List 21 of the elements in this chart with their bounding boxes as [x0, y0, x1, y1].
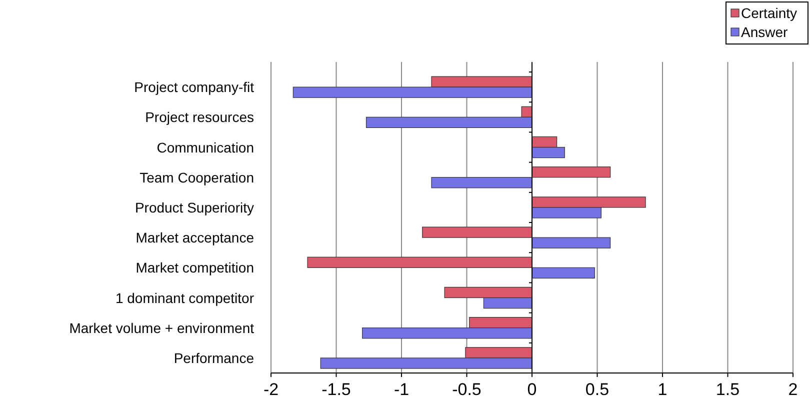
y-tick-label: Performance [174, 350, 254, 366]
y-tick-label: Project resources [145, 109, 254, 126]
x-tick-label: 2 [788, 380, 798, 399]
legend-label: Certainty [741, 5, 798, 21]
x-tick-label: 1 [658, 380, 668, 399]
y-tick-label: Market volume + environment [69, 320, 254, 336]
y-tick-label: Project company-fit [134, 79, 254, 96]
y-tick-label: Product Superiority [134, 199, 254, 216]
x-tick-label: -1.5 [322, 380, 351, 399]
x-tick-label: 0.5 [585, 380, 610, 399]
y-tick-label: Communication [156, 139, 254, 156]
x-tick-label: 1.5 [716, 380, 740, 399]
y-tick-label: 1 dominant competitor [115, 290, 254, 306]
y-tick-label: Market competition [136, 260, 254, 276]
x-tick-label: -0.5 [452, 380, 482, 399]
x-tick-label: 0 [527, 380, 537, 399]
x-tick-label: -2 [263, 380, 279, 399]
y-tick-label: Market acceptance [136, 230, 254, 246]
y-tick-label: Team Cooperation [140, 169, 254, 186]
x-tick-label: -1 [394, 380, 410, 399]
legend-label: Answer [741, 24, 788, 40]
